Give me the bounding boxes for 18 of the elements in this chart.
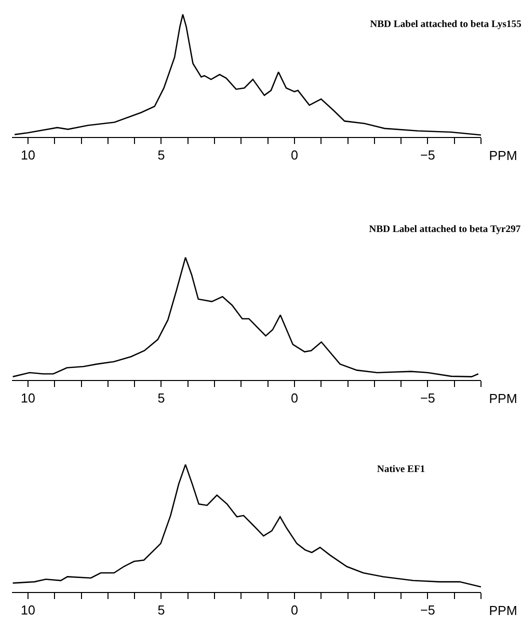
x-tick-label: 10 <box>20 148 36 163</box>
x-tick-label: 0 <box>290 148 298 163</box>
x-tick-label: 10 <box>20 390 36 406</box>
x-tick-label: 0 <box>290 390 298 406</box>
x-tick-label: 5 <box>158 390 165 406</box>
x-tick-label: −5 <box>420 148 436 163</box>
chart-title: Native EF1 <box>377 464 426 475</box>
x-axis-title: PPM <box>489 603 518 618</box>
text: NBD Label attached to beta Lys155 <box>370 19 522 30</box>
x-tick-label: −5 <box>420 390 436 406</box>
x-tick-label: 5 <box>158 602 165 618</box>
x-axis-title: PPM <box>489 148 518 163</box>
x-tick-label: 10 <box>20 602 36 618</box>
x-axis-title: PPM <box>489 391 518 406</box>
chart-title: NBD Label attached to beta Tyr297 <box>369 224 521 235</box>
x-tick-label: 5 <box>158 148 165 163</box>
x-tick-label: −5 <box>420 602 436 618</box>
x-tick-label: 0 <box>290 602 298 618</box>
